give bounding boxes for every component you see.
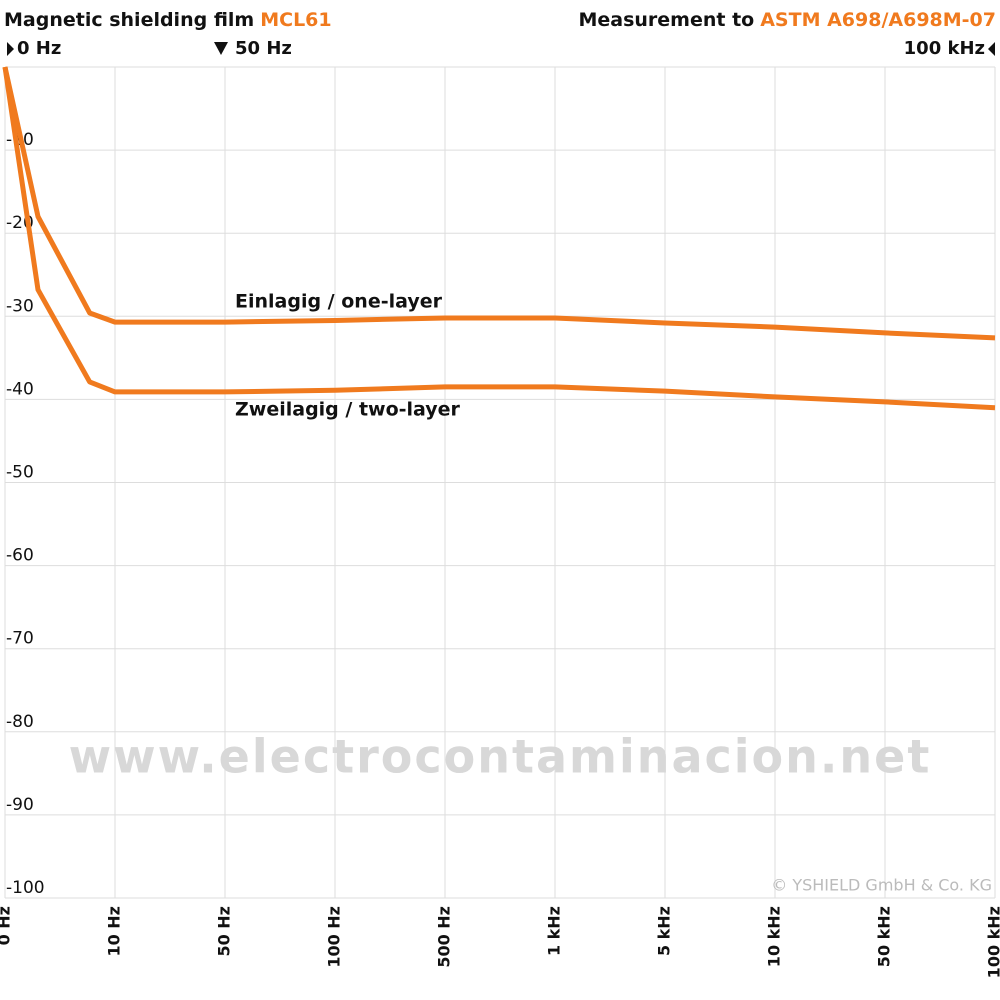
product: MCL61 [260, 9, 331, 31]
series-label: Zweilagig / two-layer [235, 399, 461, 421]
frequency-marker: 0 Hz [17, 38, 61, 59]
x-tick-label: 0 Hz [0, 906, 14, 945]
x-tick-label: 100 kHz [985, 906, 1000, 978]
y-tick-label: -100 [6, 878, 45, 898]
frequency-marker: 100 kHz [904, 38, 985, 59]
standard-note: Measurement to ASTM A698/A698M-07 [578, 9, 996, 31]
marker-triangle [214, 42, 228, 55]
y-tick-label: -60 [6, 546, 34, 566]
chart-title: Magnetic shielding film MCL61 [4, 9, 332, 31]
marker-triangle [7, 42, 14, 56]
x-tick-label: 1 kHz [545, 906, 564, 956]
x-tick-label: 5 kHz [655, 906, 674, 956]
copyright: © YSHIELD GmbH & Co. KG [771, 876, 992, 895]
x-tick-label: 100 Hz [325, 906, 344, 968]
series-line [2, 66, 996, 341]
y-tick-label: -90 [6, 795, 34, 815]
series-line [2, 66, 996, 411]
x-tick-label: 500 Hz [435, 906, 454, 968]
x-tick-label: 10 Hz [105, 906, 124, 957]
frequency-marker: 50 Hz [235, 38, 292, 59]
y-tick-label: -50 [6, 463, 34, 483]
y-tick-label: -30 [6, 296, 34, 316]
y-tick-label: -40 [6, 379, 34, 399]
y-tick-label: -70 [6, 629, 34, 649]
standard: ASTM A698/A698M-07 [760, 9, 996, 31]
watermark: www.electrocontaminacion.net [69, 730, 932, 784]
title: Magnetic shielding film [4, 9, 254, 31]
series-label: Einlagig / one-layer [235, 291, 443, 313]
x-tick-label: 50 Hz [215, 906, 234, 957]
x-tick-label: 50 kHz [875, 906, 894, 967]
x-tick-label: 10 kHz [765, 906, 784, 967]
standard-text: Measurement to [578, 9, 754, 31]
y-tick-label: -80 [6, 712, 34, 732]
marker-triangle [988, 42, 995, 56]
